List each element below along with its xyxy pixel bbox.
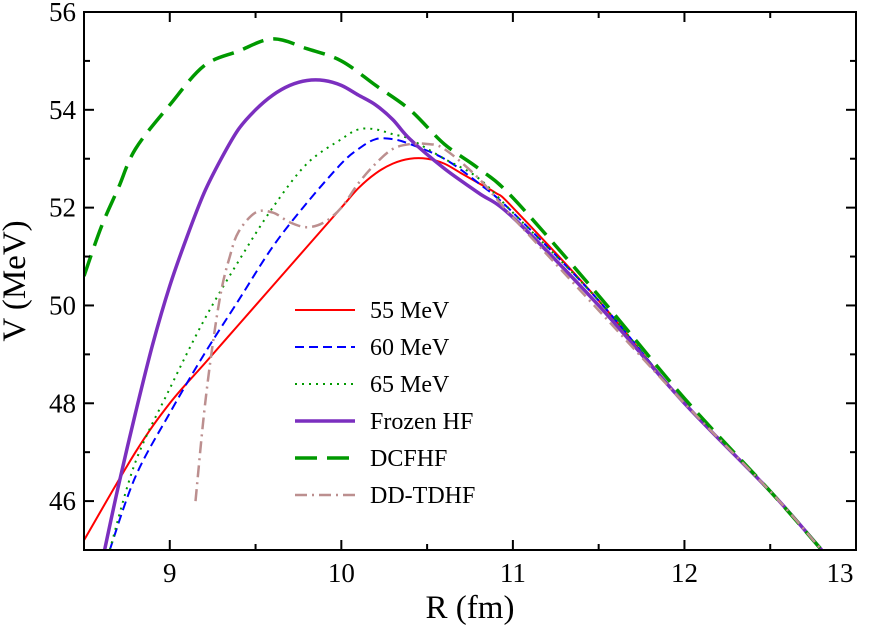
legend-label-4: Frozen HF [370, 409, 473, 435]
y-tick-label: 54 [49, 95, 77, 125]
legend-label-1: 55 MeV [370, 298, 450, 324]
ticks-layer: 9 10 11 12 13 46 48 50 52 54 56 [49, 0, 857, 588]
series-line-4 [102, 78, 824, 550]
legend-label-5: DCFHF [370, 446, 447, 472]
series-line-6 [194, 142, 823, 550]
y-tick-label: 56 [49, 0, 76, 27]
series-line-5 [84, 37, 824, 550]
series-layer [84, 37, 824, 550]
legend-label-3: 65 MeV [370, 372, 450, 398]
y-tick-label: 50 [49, 290, 76, 320]
x-tick-label: 10 [328, 558, 355, 588]
y-axis-label: V (MeV) [0, 220, 33, 341]
x-axis-label: R (fm) [426, 590, 515, 626]
legend-label-2: 60 MeV [370, 335, 450, 361]
y-tick-label: 52 [49, 193, 76, 223]
series-line-2 [108, 137, 823, 550]
x-tick-label: 13 [827, 558, 854, 588]
legend-label-6: DD-TDHF [370, 483, 475, 509]
x-tick-label: 12 [671, 558, 698, 588]
plot-frame [83, 11, 857, 551]
x-tick-label: 11 [500, 558, 526, 588]
x-tick-label: 9 [163, 558, 177, 588]
legend: 55 MeV 60 MeV 65 MeV Frozen HF DCFHF DD-TDHF [295, 298, 475, 509]
y-tick-label: 48 [49, 388, 76, 418]
y-tick-label: 46 [49, 486, 76, 516]
